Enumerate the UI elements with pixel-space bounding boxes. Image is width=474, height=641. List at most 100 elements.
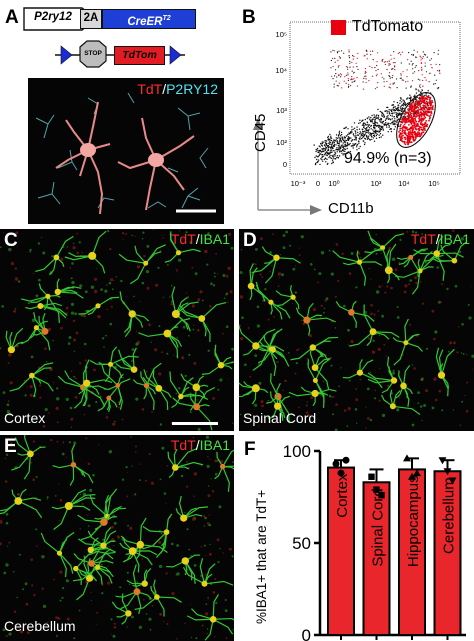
flow-event-dot [343, 52, 345, 54]
tissue-speck [142, 231, 145, 234]
tissue-speck [135, 330, 138, 332]
tissue-speck [296, 349, 299, 352]
flow-event-dot [342, 137, 344, 139]
flow-event-dot [406, 135, 409, 137]
microglia-cell [74, 359, 113, 409]
tissue-speck [87, 404, 91, 408]
tissue-speck [225, 325, 229, 328]
flow-event-dot [364, 72, 366, 74]
panel-letter-a: A [5, 7, 19, 28]
label-separator: / [435, 231, 440, 247]
flow-event-dot [410, 96, 412, 98]
flow-event-dot [323, 150, 325, 153]
tissue-speck [200, 574, 203, 577]
tissue-speck [130, 436, 132, 438]
tissue-speck [369, 418, 373, 422]
flow-event-dot [410, 141, 413, 144]
flow-event-dot [364, 137, 366, 140]
tissue-speck [146, 244, 150, 248]
flow-event-dot [399, 106, 402, 108]
flow-event-dot [359, 131, 361, 133]
flow-event-dot [373, 134, 375, 136]
data-point [438, 457, 447, 465]
flow-y-tick: 10⁴ [275, 66, 287, 75]
flow-event-dot [338, 74, 340, 77]
flow-event-dot [400, 62, 402, 64]
cd11b-axis-label: CD11b [328, 200, 374, 217]
flow-event-dot [417, 101, 420, 103]
tissue-speck [66, 246, 69, 248]
tissue-speck [356, 422, 358, 424]
tissue-speck [377, 310, 380, 312]
tissue-speck [219, 378, 223, 382]
flow-event-dot [342, 144, 344, 146]
tissue-speck [176, 638, 178, 640]
tissue-speck [57, 616, 61, 620]
tissue-speck [468, 316, 472, 320]
flow-event-dot [317, 160, 319, 163]
flow-event-dot [368, 116, 370, 118]
tissue-speck [186, 296, 189, 299]
tissue-speck [141, 281, 145, 285]
flow-event-dot [357, 134, 359, 136]
tissue-speck [219, 548, 221, 550]
flow-event-dot [363, 125, 365, 127]
data-point [443, 468, 452, 476]
label-iba1: IBA1 [199, 437, 230, 453]
flow-event-dot [336, 137, 339, 139]
flow-event-dot [423, 53, 425, 55]
tissue-speck [32, 272, 35, 274]
flow-event-dot [390, 123, 392, 125]
tissue-speck [370, 312, 373, 316]
tissue-speck [59, 599, 62, 602]
flow-event-dot [321, 141, 323, 143]
flow-event-dot [361, 119, 364, 122]
flow-event-dot [352, 55, 354, 57]
flow-event-dot [422, 85, 424, 87]
tissue-speck [139, 463, 141, 465]
tissue-speck [32, 478, 35, 481]
flow-event-dot [409, 94, 411, 96]
flow-event-dot [332, 65, 334, 68]
flow-event-dot [324, 157, 326, 159]
flow-event-dot [342, 142, 344, 144]
flow-event-dot [379, 129, 381, 131]
flow-x-tick: 10⁵ [428, 179, 439, 188]
flow-event-dot [347, 66, 349, 68]
flow-event-dot [411, 64, 413, 66]
flow-event-dot [327, 138, 330, 140]
flow-event-dot [319, 163, 321, 166]
flow-event-dot [380, 119, 383, 121]
flow-event-dot [382, 134, 384, 136]
tissue-speck [30, 558, 33, 561]
flow-event-dot [374, 128, 376, 130]
flow-event-dot [330, 154, 332, 157]
tissue-speck [438, 233, 441, 237]
tissue-speck [204, 516, 207, 520]
tissue-speck [158, 541, 162, 544]
flow-event-dot [396, 87, 398, 89]
tissue-speck [330, 364, 333, 367]
tissue-speck [121, 418, 124, 421]
flow-event-dot [407, 59, 409, 61]
panel-letter-b: B [242, 7, 256, 28]
flow-y-tick: 10² [276, 138, 287, 147]
tissue-speck [87, 525, 90, 527]
tissue-speck [214, 275, 216, 278]
flow-event-dot [372, 118, 374, 120]
tissue-speck [205, 435, 209, 439]
tissue-speck [215, 440, 217, 443]
flow-event-dot [399, 123, 402, 126]
flow-event-dot [374, 121, 376, 124]
microglia-cell [295, 302, 336, 336]
flow-event-dot [327, 147, 329, 149]
tissue-speck [151, 410, 154, 413]
flow-event-dot [406, 140, 409, 143]
tissue-speck [424, 261, 427, 264]
tissue-speck [355, 398, 359, 402]
tissue-speck [438, 389, 442, 393]
tissue-speck [0, 542, 2, 546]
flow-event-dot [415, 92, 418, 94]
flow-event-dot [315, 155, 317, 157]
tissue-speck [8, 541, 11, 544]
